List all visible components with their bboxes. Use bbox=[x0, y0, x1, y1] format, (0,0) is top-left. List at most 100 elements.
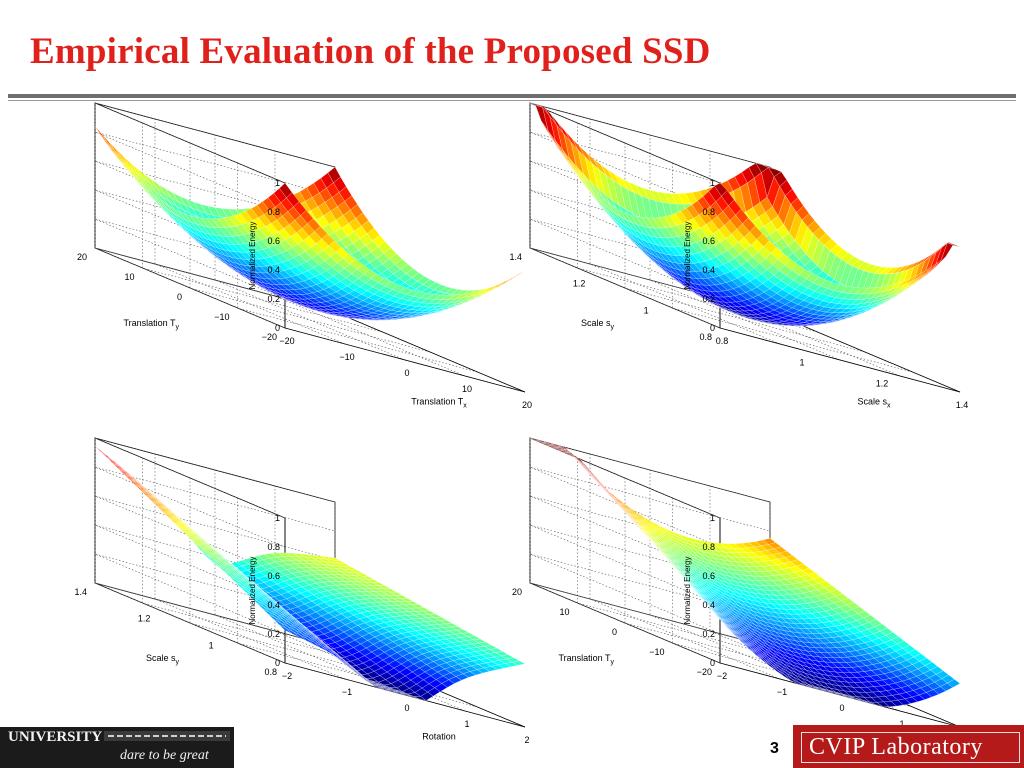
z-tick-label: 0.4 bbox=[267, 600, 280, 610]
z-tick-label: 0.6 bbox=[702, 236, 715, 246]
lab-name: CVIP Laboratory bbox=[809, 734, 983, 760]
x-tick-label: 1 bbox=[464, 719, 469, 729]
x-tick-label: −2 bbox=[282, 671, 292, 681]
z-tick-label: 1 bbox=[275, 513, 280, 523]
z-tick-label: 0.8 bbox=[702, 542, 715, 552]
surface-patch bbox=[947, 242, 961, 248]
grid-line bbox=[529, 582, 771, 664]
z-tick-label: 0.8 bbox=[267, 207, 280, 217]
university-tagline: dare to be great bbox=[120, 748, 209, 763]
y-tick-label: −10 bbox=[214, 312, 229, 322]
lab-logo-frame bbox=[801, 732, 1020, 763]
surface-patch bbox=[498, 278, 512, 287]
axis-labels: 00.20.40.60.810.811.21.40.811.21.4Scale … bbox=[509, 178, 968, 410]
x-tick-label: 0 bbox=[404, 703, 409, 713]
z-tick-label: 0.2 bbox=[267, 629, 280, 639]
surface-mesh bbox=[94, 445, 526, 701]
grid-line bbox=[529, 437, 771, 519]
y-axis-label: Translation Ty bbox=[558, 653, 614, 666]
grid-line bbox=[94, 466, 336, 548]
x-tick-label: 1.2 bbox=[876, 379, 889, 389]
university-name: UNIVERSITY bbox=[8, 729, 103, 745]
x-tick-label: −2 bbox=[717, 671, 727, 681]
y-tick-label: 0.8 bbox=[699, 332, 712, 342]
y-tick-label: 20 bbox=[512, 587, 522, 597]
x-axis-label: Translation Tx bbox=[411, 396, 467, 409]
page-number: 3 bbox=[770, 740, 779, 757]
grid-line bbox=[529, 102, 771, 184]
grid-line bbox=[94, 131, 336, 213]
x-tick-label: 1 bbox=[899, 719, 904, 729]
x-tick-label: −10 bbox=[339, 352, 354, 362]
surface-patch bbox=[491, 281, 504, 290]
z-axis-label: Normalized Energy bbox=[683, 556, 692, 624]
y-tick-label: 1.2 bbox=[573, 279, 586, 289]
grid-line bbox=[94, 582, 336, 664]
floor-edge bbox=[284, 327, 526, 393]
y-axis-label: Translation Ty bbox=[123, 318, 179, 331]
y-axis-label: Scale sy bbox=[146, 653, 180, 666]
floor-edge bbox=[334, 311, 526, 393]
x-tick-label: 0 bbox=[839, 703, 844, 713]
z-tick-label: 0.8 bbox=[267, 542, 280, 552]
x-axis-label: Rotation bbox=[422, 731, 456, 741]
z-tick-label: 1 bbox=[710, 513, 715, 523]
surface-chart-svg: 00.20.40.60.81−2−10120.811.21.4RotationS… bbox=[74, 437, 530, 745]
z-tick-label: 0.8 bbox=[702, 207, 715, 217]
z-tick-label: 1 bbox=[275, 178, 280, 188]
z-tick-label: 1 bbox=[710, 178, 715, 188]
y-tick-label: 0 bbox=[177, 292, 182, 302]
y-tick-label: 1.2 bbox=[138, 614, 151, 624]
surface-patch bbox=[947, 678, 961, 688]
surface-chart-svg: 00.20.40.60.810.811.21.40.811.21.4Scale … bbox=[509, 102, 968, 410]
surface-plot-scale: 0 0.2 0.4 0.6 0.8 1 0.8 1 1.2 1.4 0.8 1 1.2 1.4 Scale … bbox=[509, 102, 970, 415]
surface-chart-svg: 00.20.40.60.81−2−1012−20−1001020Rotation… bbox=[512, 437, 965, 745]
x-tick-label: 20 bbox=[522, 400, 532, 410]
grid-line bbox=[529, 247, 771, 329]
surface-plot-translation: 0 0.2 0.4 0.6 0.8 1 −20 −10 0 10 20 −20 −10 0 10 20 Tran… bbox=[77, 102, 535, 415]
x-tick-label: 0.8 bbox=[716, 336, 729, 346]
y-tick-label: −20 bbox=[697, 667, 712, 677]
x-tick-label: −20 bbox=[279, 336, 294, 346]
x-tick-label: 1 bbox=[799, 357, 804, 367]
grid-line bbox=[94, 495, 336, 577]
y-tick-label: 1 bbox=[644, 305, 649, 315]
university-logo: UNIVERSITY dare to be great bbox=[0, 727, 234, 768]
surface-mesh bbox=[529, 437, 961, 708]
university-wordmark-graphic bbox=[104, 731, 230, 741]
z-tick-label: 0.6 bbox=[267, 571, 280, 581]
z-tick-label: 0 bbox=[275, 323, 280, 333]
z-tick-label: 0 bbox=[710, 658, 715, 668]
y-tick-label: 1 bbox=[209, 640, 214, 650]
y-tick-label: 0.8 bbox=[264, 667, 277, 677]
z-tick-label: 0.4 bbox=[702, 265, 715, 275]
grid-line bbox=[94, 247, 336, 329]
surface-plot-rotation-translation: 00.20.40.60.81−2−1012−20−1001020Rotation… bbox=[512, 437, 970, 750]
x-tick-label: −1 bbox=[777, 687, 787, 697]
grid-line bbox=[94, 437, 336, 519]
axis-labels: 00.20.40.60.81−2−10120.811.21.4RotationS… bbox=[74, 513, 529, 745]
y-tick-label: 0 bbox=[612, 627, 617, 637]
slide-title: Empirical Evaluation of the Proposed SSD bbox=[30, 31, 711, 72]
grid-line bbox=[94, 102, 336, 184]
x-tick-label: 10 bbox=[462, 384, 472, 394]
surface-plot-rotation-scale: 0 0.2 0.4 0.6 0.8 1 −2 −1 0 1 2 0.8 1 1.2 1.4 Rotation S… bbox=[74, 437, 535, 750]
grid-line bbox=[529, 553, 771, 635]
y-tick-label: 10 bbox=[559, 607, 569, 617]
z-tick-label: 0 bbox=[275, 658, 280, 668]
z-tick-label: 0.2 bbox=[702, 629, 715, 639]
y-tick-label: 20 bbox=[77, 252, 87, 262]
surface-mesh bbox=[529, 102, 961, 327]
y-axis-label: Scale sy bbox=[581, 318, 615, 331]
title-divider-thin bbox=[8, 100, 1016, 101]
x-tick-label: 0 bbox=[404, 368, 409, 378]
y-tick-label: 1.4 bbox=[74, 587, 87, 597]
y-tick-label: 10 bbox=[124, 272, 134, 282]
surface-mesh bbox=[94, 126, 526, 321]
surface-patch bbox=[107, 142, 121, 160]
surface-patch bbox=[511, 660, 526, 666]
axis-labels: 00.20.40.60.81−20−1001020−20−1001020Tran… bbox=[77, 178, 532, 410]
grid-line bbox=[94, 160, 336, 242]
z-tick-label: 0 bbox=[710, 323, 715, 333]
title-divider bbox=[8, 94, 1016, 98]
